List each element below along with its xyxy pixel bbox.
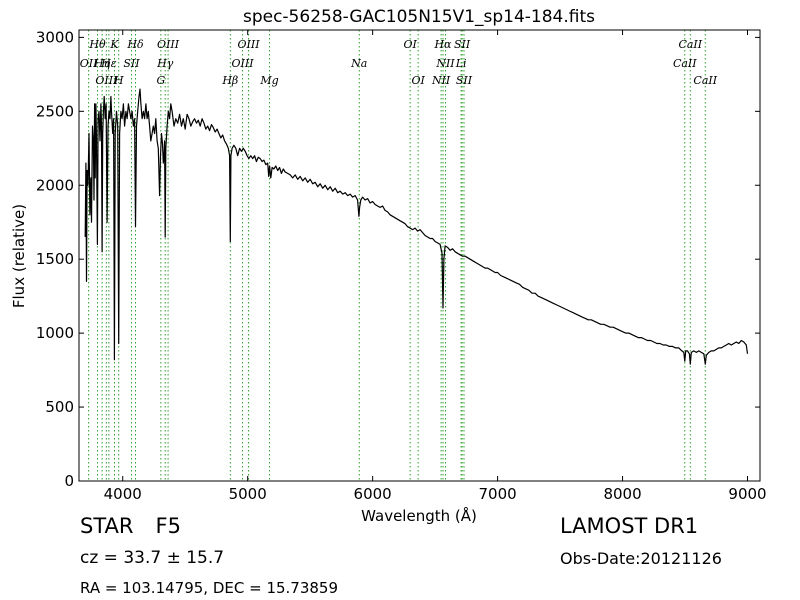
x-axis-label: Wavelength (Å) bbox=[361, 506, 477, 525]
y-tick-label-0: 0 bbox=[64, 472, 74, 490]
coordinates-readout: RA = 103.14795, DEC = 15.73859 bbox=[80, 579, 339, 597]
y-tick-label-1: 500 bbox=[45, 398, 74, 416]
object-subclass: F5 bbox=[155, 514, 181, 538]
line-label-16: Na bbox=[350, 57, 367, 70]
x-axis-ticks: 4000 5000 6000 7000 8000 9000 bbox=[104, 30, 767, 503]
object-class: STAR bbox=[80, 514, 134, 538]
series-line-0 bbox=[84, 88, 749, 365]
y-axis-label: Flux (relative) bbox=[10, 204, 28, 308]
line-label-12: OΙΙΙ bbox=[238, 38, 261, 51]
line-label-14: Hβ bbox=[221, 74, 238, 87]
line-label-17: OΙ bbox=[403, 38, 417, 51]
x-tick-label-5: 9000 bbox=[728, 485, 766, 503]
line-label-10: Hγ bbox=[156, 57, 174, 70]
line-label-19: Hα bbox=[433, 38, 452, 51]
x-tick-label-3: 7000 bbox=[479, 485, 517, 503]
x-tick-label-1: 5000 bbox=[229, 485, 267, 503]
chart-title: spec-56258-GAC105N15V1_sp14-184.fits bbox=[243, 7, 595, 27]
y-axis-ticks: 0 500 1000 1500 2000 2500 3000 bbox=[36, 28, 760, 490]
y-tick-label-5: 2500 bbox=[36, 102, 74, 120]
line-label-21: NΙΙ bbox=[435, 57, 455, 70]
x-tick-label-2: 6000 bbox=[354, 485, 392, 503]
line-label-20: SΙΙ bbox=[454, 38, 471, 51]
observation-date: Obs-Date:20121126 bbox=[560, 549, 722, 568]
line-label-4: Hε bbox=[100, 57, 117, 70]
line-label-1: OΙΙ bbox=[80, 57, 98, 70]
line-label-27: CaΙΙ bbox=[693, 74, 717, 87]
flux-series bbox=[84, 88, 749, 365]
line-label-15: Mg bbox=[259, 74, 278, 87]
x-tick-label-0: 4000 bbox=[104, 485, 142, 503]
line-label-6: SΙΙ bbox=[123, 57, 140, 70]
line-label-2: Hη bbox=[93, 57, 111, 70]
line-label-24: SΙΙ bbox=[456, 74, 473, 87]
line-label-18: OΙ bbox=[411, 74, 425, 87]
line-label-25: CaΙΙ bbox=[678, 38, 702, 51]
line-label-7: H bbox=[113, 74, 124, 87]
object-classification: STAR F5 bbox=[80, 514, 181, 538]
redshift-readout: cz = 33.7 ± 15.7 bbox=[80, 548, 225, 568]
x-tick-label-4: 8000 bbox=[603, 485, 641, 503]
line-label-13: OΙΙΙ bbox=[232, 57, 255, 70]
survey-name: LAMOST DR1 bbox=[560, 514, 699, 538]
line-label-8: Hδ bbox=[126, 38, 144, 51]
line-label-0: Hθ bbox=[88, 38, 106, 51]
spectral-line-markers bbox=[88, 30, 706, 481]
plot-frame bbox=[78, 29, 761, 482]
y-tick-label-4: 2000 bbox=[36, 176, 74, 194]
line-label-3: K bbox=[109, 38, 119, 51]
y-tick-label-6: 3000 bbox=[36, 28, 74, 46]
y-tick-label-2: 1000 bbox=[36, 324, 74, 342]
line-label-26: CaΙΙ bbox=[673, 57, 697, 70]
y-tick-label-3: 1500 bbox=[36, 250, 74, 268]
line-label-5: OΙΙΙ bbox=[95, 74, 118, 87]
line-label-9: OΙΙΙ bbox=[157, 38, 180, 51]
line-label-11: G bbox=[156, 74, 165, 87]
line-label-23: NΙΙ bbox=[431, 74, 451, 87]
line-label-22: Li bbox=[455, 57, 467, 70]
